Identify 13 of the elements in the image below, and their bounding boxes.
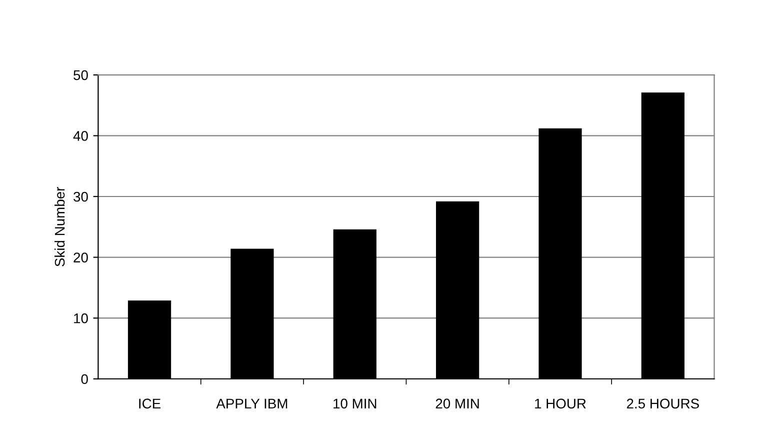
y-tick-label: 30 [74, 192, 88, 202]
x-tick-label: APPLY IBM [216, 398, 288, 408]
y-tick-label: 50 [74, 70, 88, 80]
x-tick-label: ICE [139, 398, 160, 409]
y-tick-label: 0 [81, 374, 88, 384]
x-tick-label: 1 HOUR [535, 398, 586, 409]
y-tick-label: 20 [74, 252, 88, 262]
y-tick-label: 40 [73, 131, 88, 141]
y-axis-title: Skid Number [54, 186, 65, 266]
y-tick-label: 10 [74, 313, 88, 324]
x-tick-label: 10 MIN [334, 398, 376, 409]
x-tick-label: 20 MIN [436, 398, 479, 409]
x-tick-label: 2.5 HOURS [626, 398, 699, 409]
